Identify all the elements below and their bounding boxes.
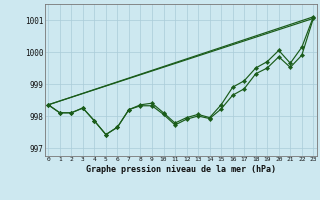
X-axis label: Graphe pression niveau de la mer (hPa): Graphe pression niveau de la mer (hPa) bbox=[86, 165, 276, 174]
